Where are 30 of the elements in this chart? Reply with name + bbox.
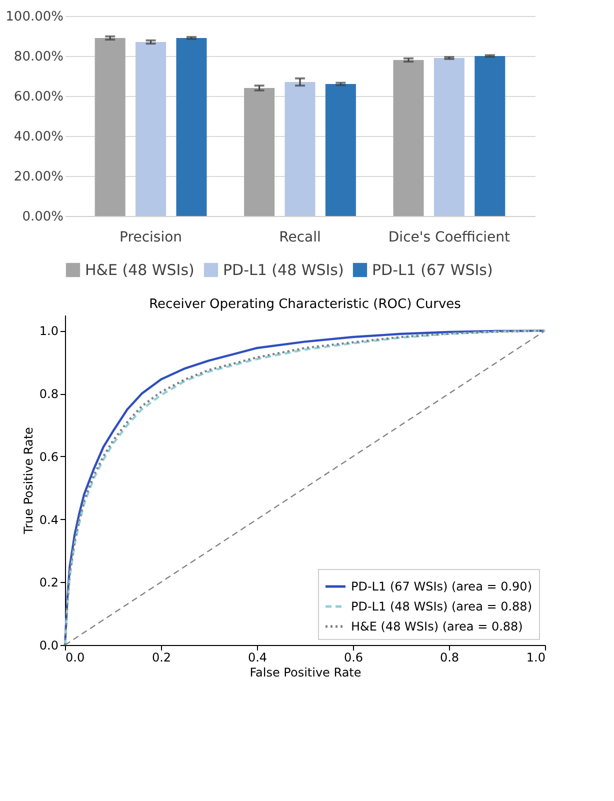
y-tick-label: 0.6 (39, 450, 58, 464)
y-tick-label: 0.2 (39, 576, 58, 590)
chart-title: Receiver Operating Characteristic (ROC) Curves (149, 297, 462, 312)
y-tick-label: 100.00% (6, 10, 64, 24)
y-tick-label: 80.00% (14, 50, 64, 64)
x-tick-label: 0.8 (440, 650, 460, 664)
y-tick-label: 0.0 (39, 638, 58, 652)
x-tick-label: 0.2 (152, 650, 172, 664)
legend-label: H&E (48 WSIs) (area = 0.88) (351, 620, 523, 634)
x-axis-title: False Positive Rate (250, 666, 362, 680)
x-tick-label: 1.0 (526, 650, 546, 664)
y-tick-label: 1.0 (39, 324, 58, 338)
y-axis-title: True Positive Rate (21, 427, 36, 535)
x-tick-label: Recall (279, 230, 321, 246)
x-tick-label: Dice's Coefficient (388, 230, 511, 246)
y-tick-label: 0.00% (22, 210, 64, 224)
x-tick-label: Precision (120, 230, 182, 246)
y-tick-label: 0.4 (39, 512, 58, 527)
legend-label: PD-L1 (67 WSIs) (area = 0.90) (351, 580, 532, 594)
x-tick-label: 0.6 (344, 650, 364, 664)
y-tick-label: 20.00% (14, 170, 64, 184)
x-tick-label: 0.4 (248, 650, 268, 664)
legend-label: PD-L1 (67 WSIs) (372, 261, 493, 279)
legend-label: PD-L1 (48 WSIs) (223, 261, 344, 279)
legend-label: H&E (48 WSIs) (85, 261, 194, 279)
y-tick-label: 60.00% (14, 90, 64, 104)
y-tick-label: 40.00% (14, 130, 64, 144)
y-tick-label: 0.8 (39, 387, 58, 402)
x-tick-label: 0.0 (66, 650, 85, 664)
legend-label: PD-L1 (48 WSIs) (area = 0.88) (351, 600, 532, 614)
